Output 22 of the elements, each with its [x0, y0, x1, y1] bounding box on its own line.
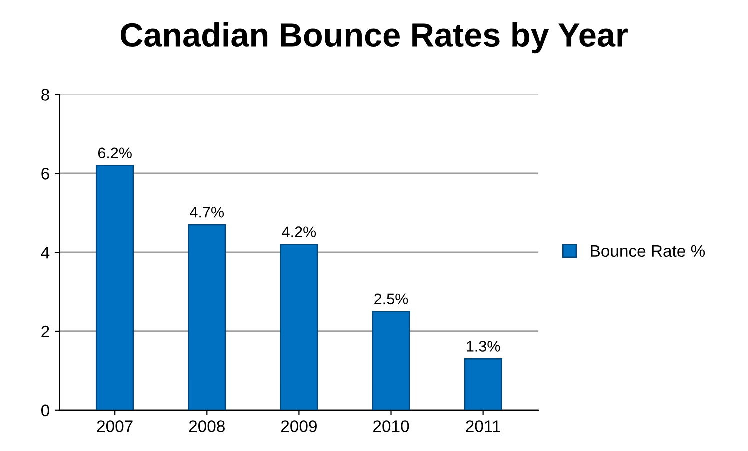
legend-label: Bounce Rate % — [591, 245, 706, 258]
bar — [372, 311, 410, 410]
chart-title: Canadian Bounce Rates by Year — [120, 22, 628, 54]
bar — [280, 244, 318, 410]
y-tick-label: 4 — [41, 247, 50, 259]
data-label: 2.5% — [374, 294, 408, 305]
data-label: 4.2% — [282, 226, 316, 238]
data-label: 1.3% — [467, 341, 500, 352]
bar — [188, 224, 226, 410]
x-tick-label: 2007 — [97, 420, 133, 432]
y-tick-label: 8 — [42, 89, 50, 101]
x-tick-label: 2011 — [466, 420, 500, 432]
y-tick-label: 2 — [42, 326, 50, 338]
x-tick-label: 2010 — [374, 420, 410, 432]
y-tick-label: 0 — [42, 404, 50, 417]
y-tick-label: 6 — [42, 168, 50, 180]
data-label: 4.7% — [190, 207, 224, 218]
x-tick-label: 2009 — [282, 420, 317, 432]
bar — [464, 358, 502, 410]
data-label: 6.2% — [98, 148, 132, 159]
x-tick-label: 2008 — [189, 420, 225, 432]
bar — [96, 165, 134, 410]
